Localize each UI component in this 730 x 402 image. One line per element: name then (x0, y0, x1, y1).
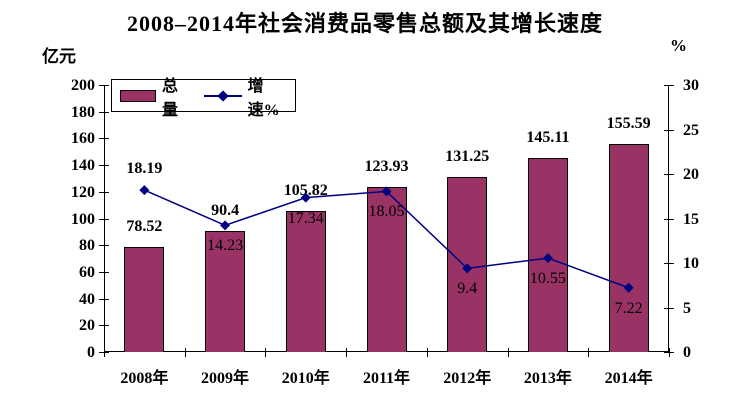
bar-value-label: 155.59 (606, 115, 651, 133)
y-axis-tick-left (99, 325, 109, 327)
y-axis-label-right: 10 (683, 255, 699, 272)
line-point-label: 14.23 (207, 237, 244, 255)
line-marker-diamond (542, 253, 553, 264)
y-axis-tick-right (664, 263, 674, 264)
y-axis-label-right: 30 (683, 77, 699, 94)
line-point-label: 10.55 (529, 270, 566, 288)
line-marker-diamond (462, 263, 473, 274)
y-axis-tick-right (664, 307, 674, 309)
y-axis-label-left: 0 (87, 344, 95, 361)
y-axis-label-left: 80 (79, 237, 95, 255)
line-point-label: 9.4 (457, 280, 478, 298)
y-axis-tick-right (664, 129, 674, 131)
x-axis-label: 2012年 (443, 370, 492, 387)
y-axis-label-right: 5 (683, 299, 691, 317)
legend: 总量 增速% (111, 78, 296, 119)
y-axis-label-right: 25 (683, 121, 699, 139)
y-axis-tick-left (99, 271, 109, 273)
bar-value-label: 105.82 (283, 181, 328, 199)
y-axis-label-left: 60 (79, 263, 95, 281)
bar-value-label: 131.25 (445, 147, 490, 165)
x-axis-label: 2008年 (120, 370, 169, 387)
y-axis-tick-right (664, 174, 674, 175)
y-axis-tick-right (664, 218, 674, 220)
y-axis-tick-left (99, 165, 109, 167)
line-marker-diamond (623, 282, 634, 293)
legend-diamond-icon (216, 89, 229, 102)
x-axis-tick (669, 348, 670, 357)
x-axis-tick (184, 348, 186, 357)
line-point-label: 18.19 (126, 160, 163, 178)
bar (608, 144, 649, 352)
legend-bar-label: 总量 (162, 77, 179, 119)
y-axis-label-left: 160 (71, 130, 95, 148)
y-axis-label-left: 120 (71, 183, 95, 201)
y-axis-tick-left (99, 298, 109, 300)
y-axis-tick-left (99, 138, 109, 140)
bar (205, 231, 246, 352)
y-axis-tick-left (99, 111, 109, 113)
y-axis-label-left: 100 (71, 210, 95, 228)
y-axis-label-right: 0 (683, 344, 691, 361)
legend-line-sample (203, 89, 242, 102)
chart-title: 2008–2014年社会消费品零售总额及其增长速度 (126, 11, 603, 36)
y-axis-tick-left (99, 245, 109, 247)
line-marker-diamond (139, 185, 150, 196)
line-marker-diamond (381, 186, 392, 197)
line-marker-diamond (300, 192, 311, 203)
y-axis-label-left: 200 (71, 77, 95, 94)
x-axis-label: 2009年 (201, 370, 250, 387)
line-marker-diamond (220, 220, 231, 231)
x-axis-tick (588, 348, 590, 357)
y-axis-label-right: 20 (683, 166, 699, 183)
legend-line-label: 增速% (247, 77, 280, 119)
y-axis-label-left: 40 (79, 290, 95, 308)
y-axis-tick-left (99, 191, 109, 193)
bar-value-label: 145.11 (526, 129, 570, 147)
y-axis-label-right: 15 (683, 210, 699, 228)
y-axis-tick-left (99, 218, 109, 220)
x-axis-label: 2011年 (362, 370, 411, 387)
x-axis-tick (104, 348, 105, 357)
y-axis-tick-right (664, 85, 674, 86)
x-axis-label: 2014年 (604, 370, 653, 387)
y-axis-label-left: 140 (71, 157, 95, 175)
line-point-label: 17.34 (287, 209, 324, 227)
x-axis-label: 2013年 (523, 370, 572, 387)
right-axis-unit: % (670, 36, 687, 55)
bar-value-label: 123.93 (364, 157, 409, 175)
bar (124, 247, 165, 352)
x-axis-tick (346, 348, 348, 357)
line-point-label: 7.22 (614, 299, 643, 317)
bar-value-label: 90.4 (211, 202, 240, 220)
x-axis-label: 2010年 (281, 370, 330, 387)
y-axis-label-left: 20 (79, 317, 95, 335)
bar-value-label: 78.52 (126, 218, 163, 236)
y-axis-tick-left (99, 85, 109, 86)
line-point-label: 18.05 (368, 203, 405, 221)
y-axis-label-left: 180 (71, 103, 95, 121)
x-axis-tick (426, 348, 428, 357)
x-axis-tick (507, 348, 509, 357)
bar (285, 210, 326, 352)
x-axis-tick (265, 348, 267, 357)
bar (366, 186, 407, 352)
left-axis-unit: 亿元 (42, 47, 76, 66)
legend-bar-swatch (120, 89, 156, 102)
